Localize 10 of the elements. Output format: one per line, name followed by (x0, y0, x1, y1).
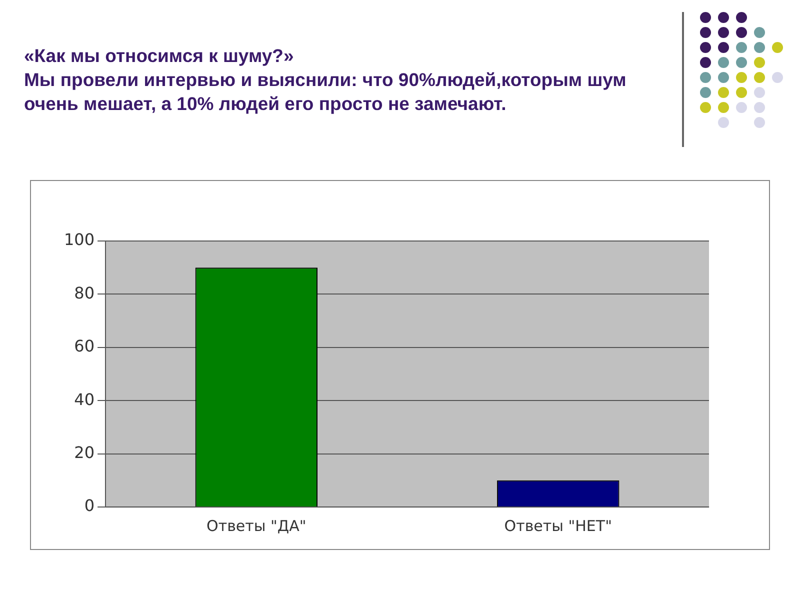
x-tick-label: Ответы "НЕТ" (504, 516, 612, 535)
chart-subtitle: Мы провели интервью и выяснили: что 90%людей,которым шум очень мешает, а 10% людей его просто не замечают. (24, 68, 628, 116)
y-tick-label: 100 (64, 230, 95, 250)
y-tick-label: 0 (84, 496, 95, 516)
y-tick-label: 60 (74, 336, 95, 356)
y-tick-label: 80 (74, 283, 95, 302)
chart-title: «Как мы относимся к шуму?» (24, 44, 295, 68)
y-tick-label: 20 (74, 442, 95, 462)
x-tick-label: Ответы "ДА" (206, 516, 306, 535)
y-tick-label: 40 (74, 390, 95, 409)
